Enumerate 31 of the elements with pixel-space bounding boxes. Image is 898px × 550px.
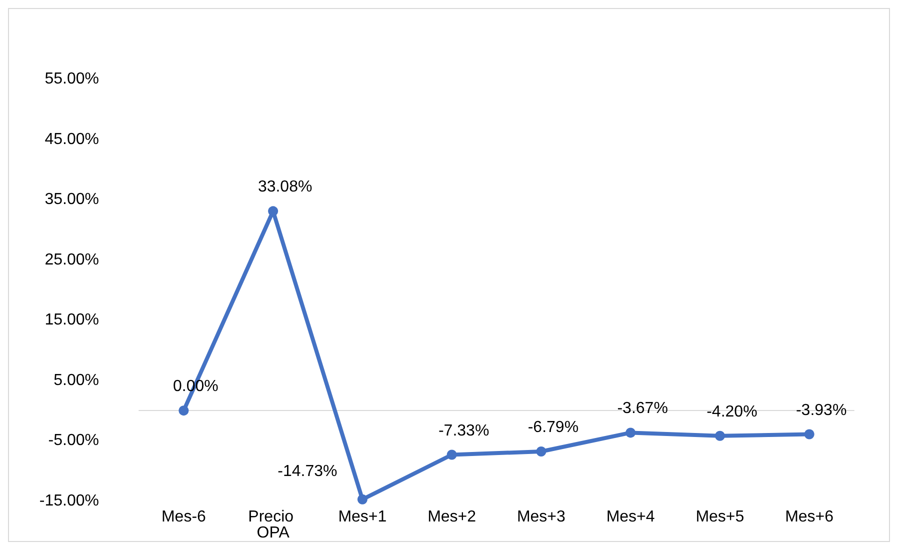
data-label: -4.20% <box>706 403 758 420</box>
point <box>446 450 457 460</box>
point <box>804 429 814 440</box>
x-tick-label: Mes-6 <box>161 508 206 526</box>
point <box>536 446 546 457</box>
x-tick-label: Mes+5 <box>696 508 744 526</box>
data-label: -3.67% <box>617 400 668 418</box>
point <box>178 406 189 416</box>
data-label: -14.73% <box>278 462 338 480</box>
point <box>714 430 725 441</box>
x-tick-label: Mes+6 <box>785 508 834 526</box>
y-tick-label: 25.00% <box>44 251 99 268</box>
y-tick-label: -5.00% <box>48 432 99 450</box>
data-label: -7.33% <box>438 422 490 440</box>
x-tick-label: Mes+1 <box>338 508 387 526</box>
y-tick-label: 35.00% <box>44 191 99 208</box>
data-label: 33.08% <box>258 178 312 196</box>
y-tick-label: 15.00% <box>44 312 99 329</box>
x-tick-label: Mes+3 <box>516 508 566 526</box>
data-label: -6.79% <box>528 419 579 436</box>
x-tick-label: Mes+4 <box>606 508 655 526</box>
y-tick-label: 55.00% <box>44 70 99 88</box>
point <box>268 206 278 216</box>
y-tick-label: 45.00% <box>44 130 99 148</box>
y-tick-label: 5.00% <box>54 372 99 389</box>
x-tick-label: Precio OPA <box>248 508 298 542</box>
x-tick-label: Mes+2 <box>428 508 476 526</box>
data-label: -3.93% <box>796 402 847 419</box>
point <box>357 494 368 504</box>
point <box>626 428 636 438</box>
y-tick-label: -15.00% <box>39 492 99 510</box>
